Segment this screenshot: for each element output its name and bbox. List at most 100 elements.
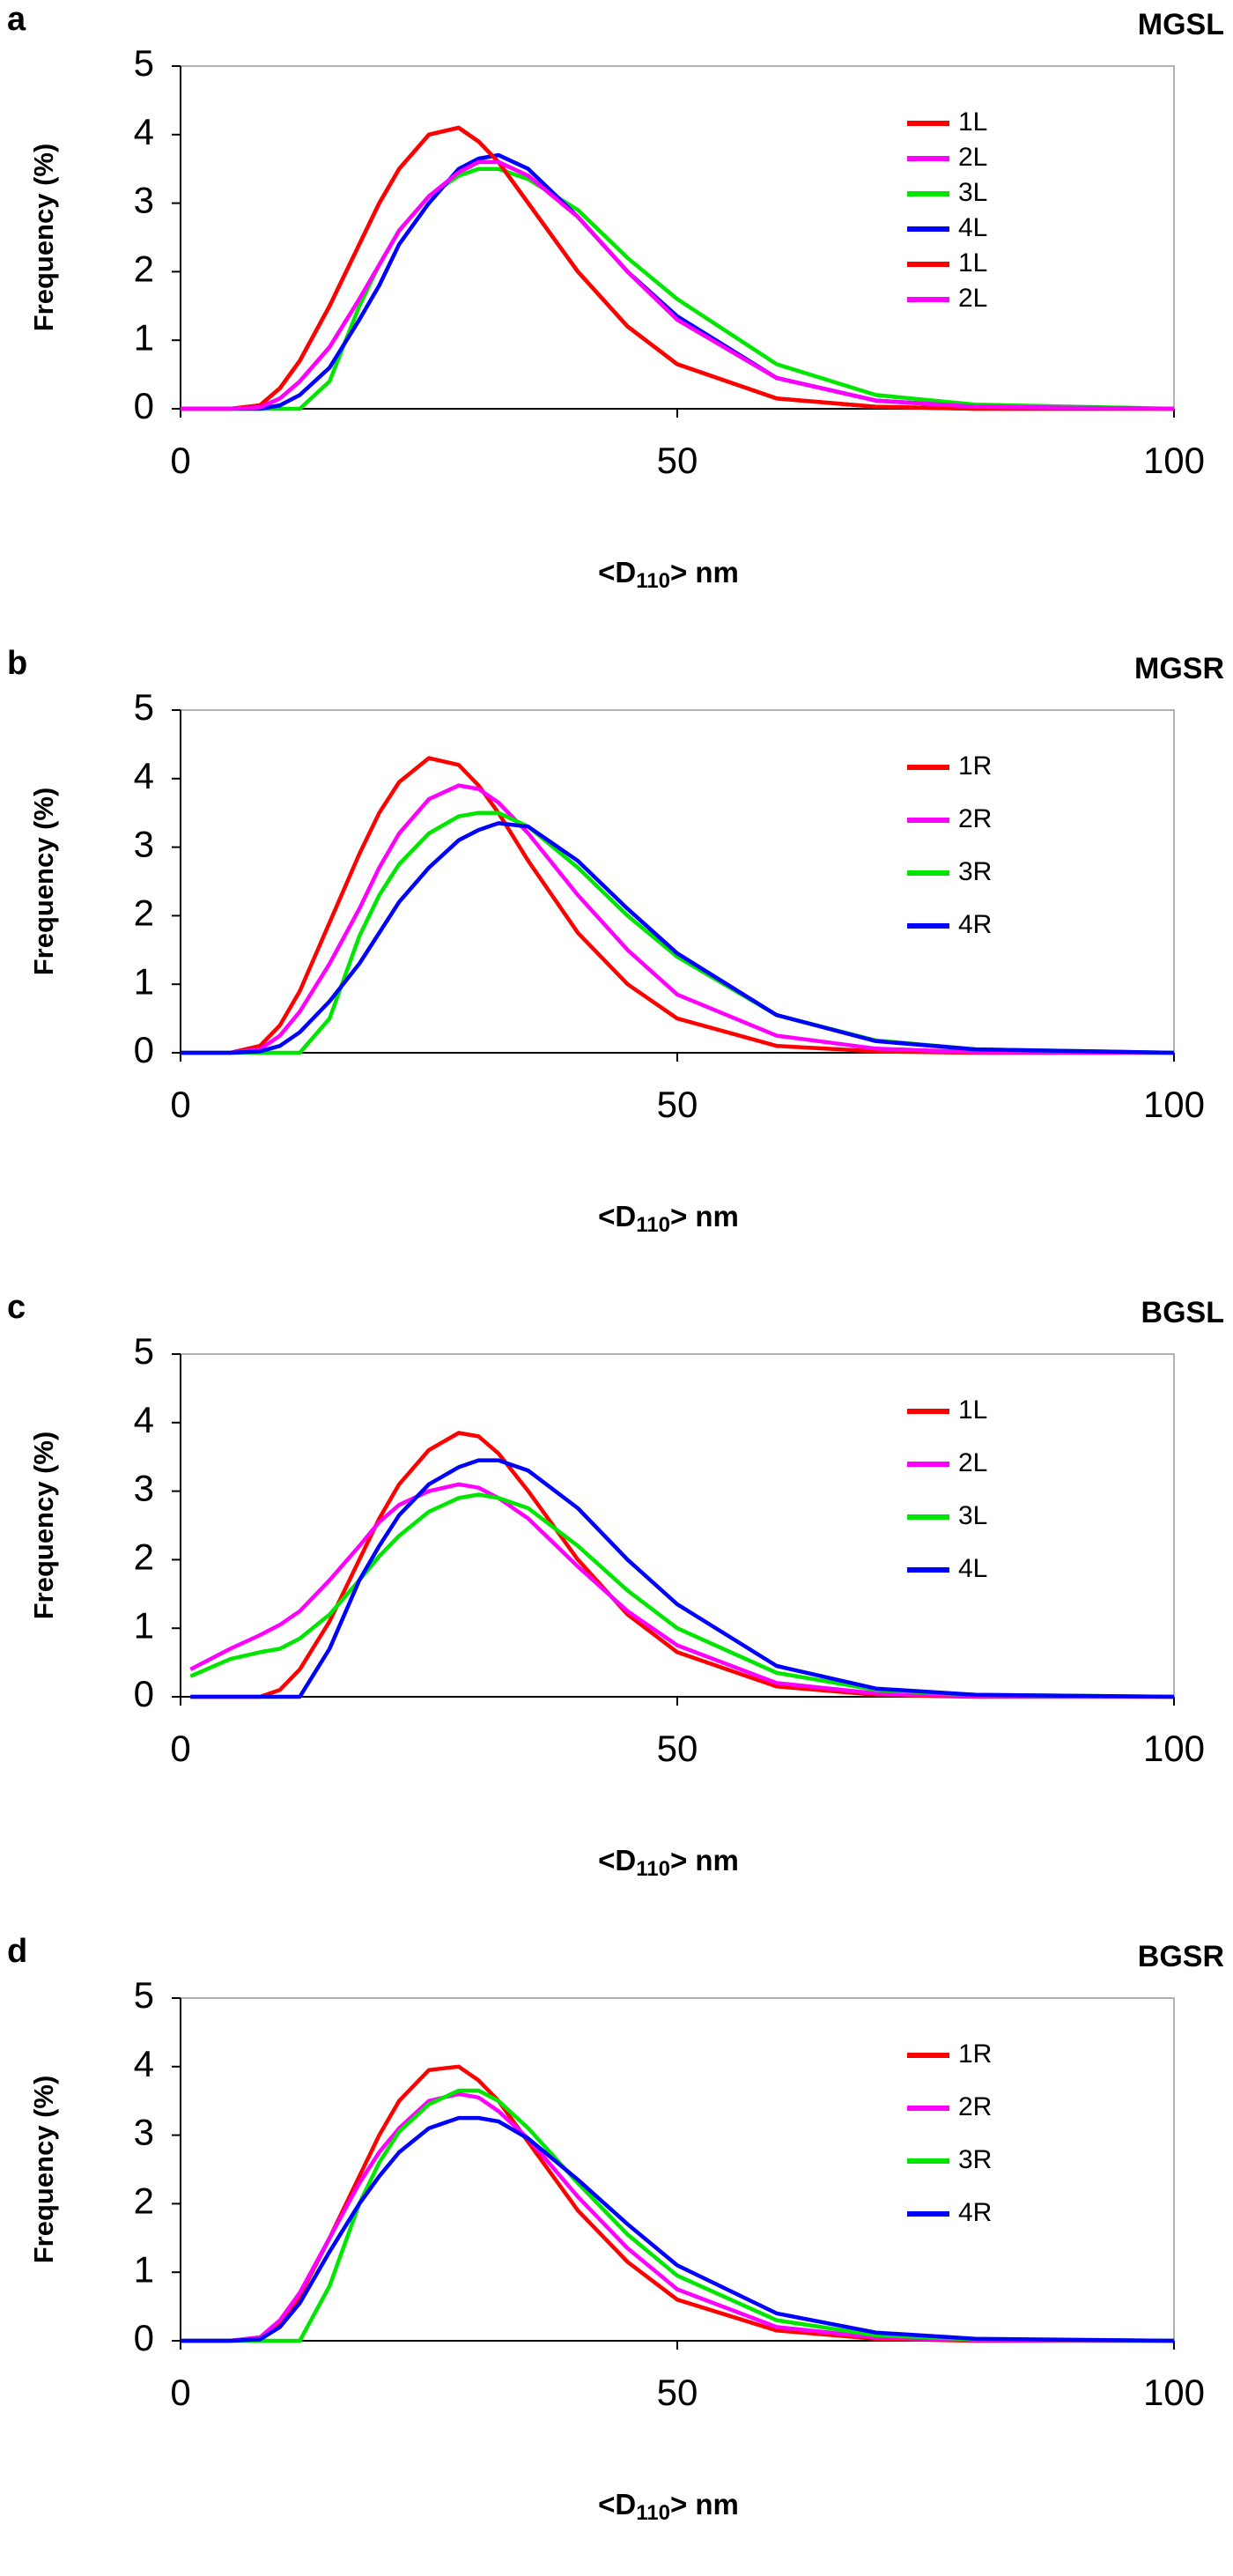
x-axis-label-part: 110 (636, 1857, 670, 1881)
plot-frame (180, 65, 1175, 410)
series-line (189, 1492, 1175, 1699)
legend-label: 1L (958, 248, 987, 278)
y-axis-label: Frequency (%) (28, 144, 59, 332)
legend-label: 3L (958, 178, 987, 207)
x-tick-label: 0 (170, 1084, 190, 1125)
series-line (189, 1482, 1175, 1699)
legend-label: 4L (958, 213, 987, 242)
y-tick-label: 4 (134, 755, 154, 796)
chart-title: MGSL (1138, 8, 1224, 41)
x-axis-label-part: <D (598, 1200, 636, 1232)
y-tick-label: 2 (134, 1536, 154, 1577)
legend-label: 2L (958, 284, 987, 313)
y-tick-label: 4 (134, 2043, 154, 2084)
legend-label: 2L (958, 143, 987, 172)
series-line (190, 1431, 1174, 1699)
chart-title: BGSR (1138, 1940, 1224, 1973)
series-line (190, 1458, 1175, 1699)
legend-label: 3L (958, 1501, 987, 1530)
x-tick-label: 0 (170, 2372, 190, 2413)
panel-label: b (7, 645, 27, 682)
chart-title: BGSL (1141, 1296, 1224, 1329)
series-line (181, 2088, 1175, 2343)
x-axis-label-part: 110 (636, 1213, 670, 1237)
legend-label: 2R (958, 804, 992, 833)
x-tick-label: 0 (170, 440, 190, 481)
y-tick-label: 3 (134, 2112, 154, 2153)
x-tick-label: 50 (657, 1728, 698, 1769)
panel-label: c (7, 1289, 26, 1326)
x-tick-label: 100 (1143, 1084, 1205, 1125)
series-line (181, 756, 1174, 1055)
x-axis-label-part: > nm (670, 2488, 739, 2520)
y-tick-label: 4 (134, 111, 154, 152)
x-axis-label: <D110> nm (598, 1844, 739, 1882)
legend-label: 4R (958, 910, 992, 939)
y-tick-label: 1 (134, 1604, 154, 1646)
x-axis-label-part: <D (598, 1844, 636, 1876)
x-tick-label: 50 (657, 440, 698, 481)
x-axis-label-part: > nm (670, 1200, 739, 1232)
legend-label: 1L (958, 107, 987, 137)
series-line (181, 2091, 1175, 2343)
x-tick-label: 0 (170, 1728, 190, 1769)
series-line (181, 159, 1175, 411)
y-axis-label: Frequency (%) (28, 788, 59, 976)
series-line (181, 2115, 1175, 2343)
y-axis-label: Frequency (%) (28, 1432, 59, 1620)
x-axis-label-part: > nm (670, 556, 739, 588)
series-line (181, 2064, 1174, 2343)
y-tick-label: 5 (134, 1330, 154, 1372)
y-tick-label: 5 (134, 1974, 154, 2016)
legend-label: 1L (958, 1395, 987, 1425)
x-axis-label: <D110> nm (598, 2488, 739, 2526)
y-tick-label: 5 (134, 42, 154, 84)
series-line (181, 159, 1175, 411)
panel-label: a (7, 1, 26, 38)
y-tick-label: 2 (134, 892, 154, 933)
y-tick-label: 2 (134, 248, 154, 289)
series-line (181, 167, 1175, 411)
x-tick-label: 50 (657, 1084, 698, 1125)
x-axis-label: <D110> nm (598, 556, 739, 594)
legend-label: 2L (958, 1448, 987, 1477)
series-line (181, 783, 1175, 1055)
x-tick-label: 50 (657, 2372, 698, 2413)
x-axis-label-part: <D (598, 2488, 636, 2520)
x-tick-label: 100 (1143, 440, 1205, 481)
y-tick-label: 0 (134, 385, 154, 426)
y-tick-label: 4 (134, 1399, 154, 1440)
legend-label: 1R (958, 2039, 992, 2069)
y-tick-label: 0 (134, 2317, 154, 2358)
panel-label: d (7, 1933, 27, 1970)
y-tick-label: 3 (134, 824, 154, 865)
legend-label: 1R (958, 751, 992, 781)
y-tick-label: 3 (134, 180, 154, 221)
chart-title: MGSR (1134, 652, 1224, 685)
y-tick-label: 1 (134, 2248, 154, 2290)
x-axis-label: <D110> nm (598, 1200, 739, 1238)
y-tick-label: 1 (134, 960, 154, 1002)
x-axis-label-part: > nm (670, 1844, 739, 1876)
legend-label: 3R (958, 2145, 992, 2174)
y-tick-label: 3 (134, 1468, 154, 1509)
x-axis-label-part: 110 (636, 569, 670, 593)
y-tick-label: 1 (134, 316, 154, 358)
y-tick-label: 2 (134, 2180, 154, 2221)
series-line (181, 821, 1175, 1055)
y-tick-label: 5 (134, 686, 154, 728)
series-line (181, 125, 1174, 411)
series-line (181, 152, 1175, 411)
legend-label: 4R (958, 2198, 992, 2227)
y-tick-label: 0 (134, 1029, 154, 1070)
x-axis-label-part: <D (598, 556, 636, 588)
legend-label: 2R (958, 2092, 992, 2121)
x-tick-label: 100 (1143, 2372, 1205, 2413)
x-tick-label: 100 (1143, 1728, 1205, 1769)
